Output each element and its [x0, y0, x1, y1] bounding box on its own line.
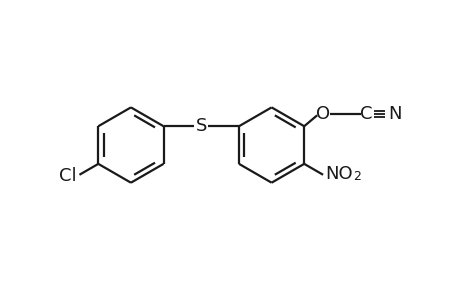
Text: NO: NO: [325, 165, 352, 183]
Text: S: S: [195, 117, 207, 135]
Text: N: N: [388, 105, 401, 123]
Text: Cl: Cl: [59, 167, 76, 185]
Text: 2: 2: [352, 170, 360, 183]
Text: O: O: [315, 105, 330, 123]
Text: C: C: [360, 105, 372, 123]
